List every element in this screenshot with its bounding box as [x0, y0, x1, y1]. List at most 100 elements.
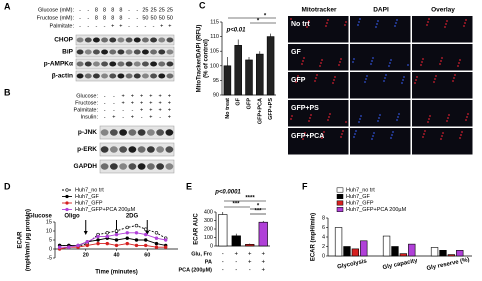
cell-dot [394, 25, 396, 27]
cell-dot [422, 136, 424, 138]
cell-dot [457, 65, 459, 67]
cell-dot [323, 131, 325, 133]
cell-dot [441, 57, 443, 59]
band [158, 37, 166, 43]
micrograph [412, 100, 473, 127]
cell-dot [377, 120, 379, 122]
bar [231, 235, 241, 247]
cell-dot [388, 65, 390, 67]
band [119, 163, 128, 170]
condition-value: - [222, 268, 224, 274]
cell-dot [339, 61, 341, 63]
cell-dot [421, 61, 423, 63]
point [114, 243, 119, 248]
micrograph [288, 44, 349, 71]
condition-value: + [122, 100, 125, 106]
cell-dot [303, 135, 305, 137]
x-tick-label: No treat [225, 98, 231, 119]
legend-swatch [336, 207, 344, 212]
image-header: DAPI [373, 7, 389, 14]
band [141, 49, 149, 55]
panel-letter: A [4, 1, 11, 11]
condition-value: + [168, 23, 171, 29]
condition-value: + [160, 23, 163, 29]
condition-value: + [168, 114, 171, 120]
cell-dot [428, 118, 430, 120]
y-tick-label: 5 [49, 237, 52, 243]
condition-value: + [261, 268, 265, 274]
image-header: Overlay [431, 7, 455, 14]
cell-dot [467, 113, 469, 115]
micrograph [350, 100, 411, 127]
cell-dot [389, 62, 391, 64]
condition-value: + [149, 114, 152, 120]
cell-dot [397, 116, 399, 118]
condition-value: - [222, 260, 224, 266]
condition-value: - [79, 15, 81, 21]
band [165, 146, 174, 153]
point [85, 243, 89, 248]
y-tick-label: -5 [47, 255, 52, 261]
blot-strip [75, 58, 175, 70]
condition-value: - [235, 268, 237, 274]
band [156, 146, 165, 153]
image-row-label: GFP+PS [291, 105, 319, 112]
cell-dot [306, 26, 308, 28]
point [105, 241, 109, 246]
band [128, 129, 137, 136]
blot-strip [75, 70, 175, 82]
cell-dot [303, 57, 305, 59]
cell-dot [302, 138, 304, 140]
condition-value: + [149, 93, 152, 99]
point [125, 241, 129, 246]
band [158, 49, 166, 55]
cell-dot [442, 132, 444, 134]
annotation: **** [245, 196, 255, 202]
condition-value: 50 [151, 15, 157, 21]
band [141, 61, 149, 67]
micrograph [350, 128, 411, 155]
cell-dot [325, 25, 327, 27]
x-tick-label: Gly reserve (%) [426, 257, 470, 272]
x-tick-label: Glycolysis [337, 258, 368, 270]
condition-value: - [136, 7, 138, 13]
cell-dot [359, 118, 361, 120]
y-tick-label: 4 [322, 234, 325, 240]
cell-dot [427, 21, 429, 23]
legend-swatch [336, 187, 344, 193]
legend-marker [65, 201, 69, 205]
band [137, 163, 146, 170]
cell-dot [357, 24, 359, 26]
condition-value: + [261, 260, 265, 266]
series-line [59, 225, 166, 247]
band-label: CHOP [54, 37, 73, 44]
cell-dot [379, 114, 381, 116]
condition-label: Glucose: [76, 93, 98, 99]
point [164, 238, 168, 242]
band [101, 37, 109, 43]
condition-value: - [113, 107, 115, 113]
cell-dot [415, 79, 417, 81]
cell-dot [332, 82, 334, 84]
cell-dot [295, 81, 297, 83]
point [134, 231, 139, 235]
annotation: *** [232, 202, 240, 208]
point [96, 234, 100, 239]
band [133, 73, 141, 79]
band [92, 61, 100, 67]
condition-value: - [136, 15, 138, 21]
condition-value: - [104, 107, 106, 113]
cell-dot [402, 79, 404, 81]
cell-dot [341, 133, 343, 135]
cell-dot [433, 81, 435, 83]
cell-dot [345, 121, 347, 123]
band [117, 37, 125, 43]
condition-value: - [104, 23, 106, 29]
condition-value: - [144, 23, 146, 29]
cell-dot [395, 22, 397, 24]
y-axis-label: ECAR AUC [194, 213, 200, 245]
image-row-label: No trt [291, 21, 310, 28]
band [92, 37, 100, 43]
cell-dot [296, 78, 298, 80]
cell-dot [447, 117, 449, 119]
